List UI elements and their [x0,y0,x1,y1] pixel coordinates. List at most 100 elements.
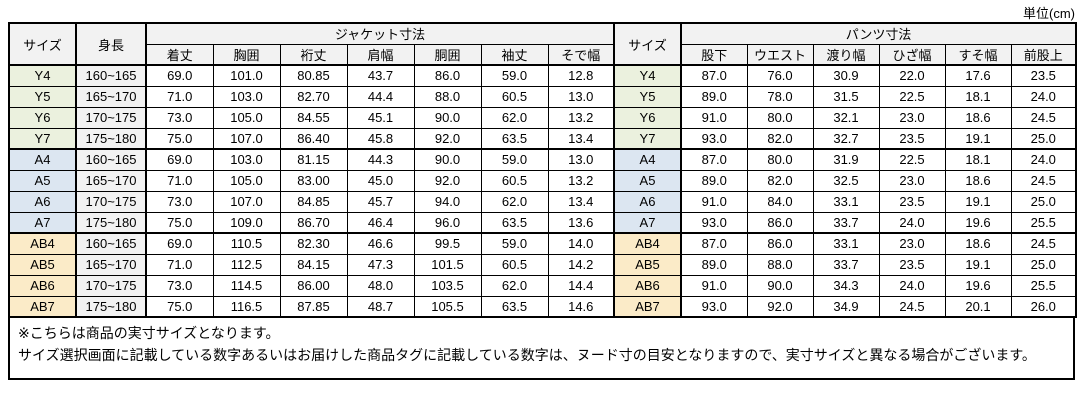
size-cell: A7 [613,211,682,234]
height-cell: 170~175 [75,274,147,297]
size-cell: A5 [613,169,682,192]
jacket-measure-cell: 44.4 [346,85,415,108]
pants-measure-cell: 25.5 [1010,211,1077,234]
pants-measure-cell: 18.6 [944,169,1012,192]
table-row: A6 170~175 73.0 107.0 84.85 45.7 94.0 62.0 13.4 A… [8,190,1077,213]
jacket-measure-cell: 13.2 [547,169,615,192]
jacket-measure-cell: 103.0 [212,148,281,171]
jacket-measure-cell: 62.0 [480,274,549,297]
pants-measure-cell: 82.0 [746,169,814,192]
height-cell: 170~175 [75,106,147,129]
pants-measure-cell: 78.0 [746,85,814,108]
col-header-chest: 胸囲 [212,43,281,66]
jacket-measure-cell: 86.00 [279,274,348,297]
group-header-jacket: ジャケット寸法 [145,22,615,45]
pants-measure-cell: 31.9 [812,148,880,171]
pants-measure-cell: 91.0 [680,106,748,129]
jacket-measure-cell: 73.0 [145,190,214,213]
pants-measure-cell: 90.0 [746,274,814,297]
jacket-measure-cell: 90.0 [413,106,482,129]
pants-measure-cell: 18.1 [944,85,1012,108]
pants-measure-cell: 23.0 [878,106,946,129]
jacket-measure-cell: 60.5 [480,169,549,192]
col-header-yuki-length: 裄丈 [279,43,348,66]
table-row: AB7 175~180 75.0 116.5 87.85 48.7 105.5 63.5 14.… [8,295,1077,318]
jacket-measure-cell: 73.0 [145,274,214,297]
size-cell: A6 [613,190,682,213]
jacket-measure-cell: 80.85 [279,64,348,87]
pants-measure-cell: 24.0 [1010,148,1077,171]
size-cell: Y6 [8,106,77,129]
height-cell: 175~180 [75,295,147,318]
size-cell: A4 [8,148,77,171]
jacket-measure-cell: 75.0 [145,127,214,150]
jacket-measure-cell: 83.00 [279,169,348,192]
jacket-measure-cell: 45.0 [346,169,415,192]
pants-measure-cell: 23.0 [878,169,946,192]
unit-label: 単位(cm) [1023,6,1075,21]
jacket-measure-cell: 105.5 [413,295,482,318]
jacket-measure-cell: 13.4 [547,127,615,150]
col-header-waist-jacket: 胴囲 [413,43,482,66]
height-cell: 165~170 [75,85,147,108]
height-cell: 175~180 [75,211,147,234]
pants-measure-cell: 24.0 [878,211,946,234]
jacket-measure-cell: 105.0 [212,106,281,129]
pants-measure-cell: 22.5 [878,85,946,108]
col-header-size-2: サイズ [613,22,682,66]
jacket-measure-cell: 63.5 [480,211,549,234]
pants-measure-cell: 89.0 [680,85,748,108]
header-row-measures: 着丈 胸囲 裄丈 肩幅 胴囲 袖丈 そで幅 股下 ウエスト 渡り幅 ひざ幅 すそ… [9,43,1077,66]
size-cell: Y5 [8,85,77,108]
jacket-measure-cell: 86.70 [279,211,348,234]
jacket-measure-cell: 63.5 [480,295,549,318]
pants-measure-cell: 25.0 [1010,127,1077,150]
pants-measure-cell: 24.5 [1010,232,1077,255]
size-cell: AB7 [613,295,682,318]
size-table-header: サイズ 身長 ジャケット寸法 サイズ パンツ寸法 着丈 胸囲 裄丈 肩幅 胴囲 … [8,22,1077,66]
jacket-measure-cell: 60.5 [480,85,549,108]
pants-measure-cell: 87.0 [680,232,748,255]
jacket-measure-cell: 99.5 [413,232,482,255]
jacket-measure-cell: 13.0 [547,85,615,108]
col-header-knee-width: ひざ幅 [878,43,946,66]
col-header-jacket-length: 着丈 [145,43,214,66]
pants-measure-cell: 89.0 [680,253,748,276]
jacket-measure-cell: 14.4 [547,274,615,297]
size-cell: AB5 [613,253,682,276]
jacket-measure-cell: 112.5 [212,253,281,276]
pants-measure-cell: 17.6 [944,64,1012,87]
pants-measure-cell: 33.1 [812,190,880,213]
jacket-measure-cell: 82.70 [279,85,348,108]
jacket-measure-cell: 107.0 [212,127,281,150]
height-cell: 165~170 [75,253,147,276]
jacket-measure-cell: 81.15 [279,148,348,171]
jacket-measure-cell: 116.5 [212,295,281,318]
jacket-measure-cell: 101.5 [413,253,482,276]
pants-measure-cell: 34.3 [812,274,880,297]
note-line-2: サイズ選択画面に記載している数字あるいはお届けした商品タグに記載している数字は、… [18,347,1036,364]
table-row: AB6 170~175 73.0 114.5 86.00 48.0 103.5 62.0 14.… [8,274,1077,297]
pants-measure-cell: 18.6 [944,232,1012,255]
pants-measure-cell: 86.0 [746,211,814,234]
col-header-sleeve-width: そで幅 [547,43,615,66]
pants-measure-cell: 76.0 [746,64,814,87]
jacket-measure-cell: 71.0 [145,169,214,192]
jacket-measure-cell: 48.7 [346,295,415,318]
height-cell: 160~165 [75,64,147,87]
jacket-measure-cell: 13.2 [547,106,615,129]
pants-measure-cell: 33.7 [812,211,880,234]
pants-measure-cell: 24.0 [878,274,946,297]
table-row: Y4 160~165 69.0 101.0 80.85 43.7 86.0 59.0 12.8 Y… [8,64,1077,87]
jacket-measure-cell: 43.7 [346,64,415,87]
jacket-measure-cell: 87.85 [279,295,348,318]
jacket-measure-cell: 103.5 [413,274,482,297]
jacket-measure-cell: 92.0 [413,127,482,150]
col-header-sleeve-length: 袖丈 [480,43,549,66]
height-cell: 160~165 [75,148,147,171]
size-cell: A6 [8,190,77,213]
size-table-body: Y4 160~165 69.0 101.0 80.85 43.7 86.0 59.0 12.8 Y… [8,64,1077,318]
pants-measure-cell: 19.1 [944,190,1012,213]
size-cell: AB5 [8,253,77,276]
jacket-measure-cell: 69.0 [145,148,214,171]
